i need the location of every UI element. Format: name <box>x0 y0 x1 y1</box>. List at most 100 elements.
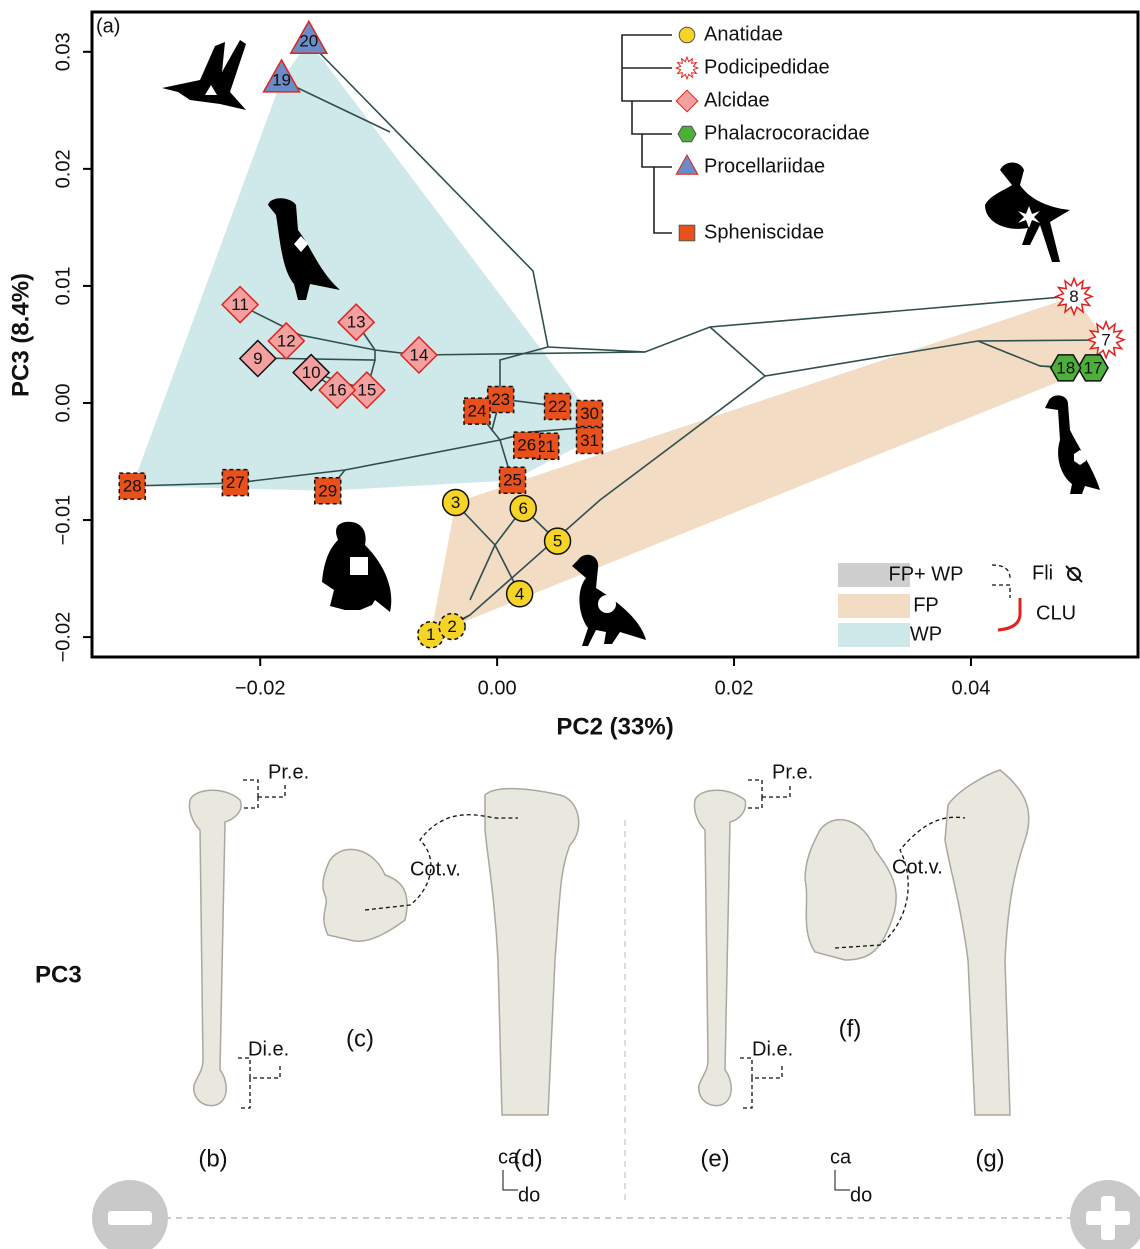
hull-wp <box>132 41 589 491</box>
bone-g <box>945 770 1029 1115</box>
point-label: 20 <box>299 32 318 51</box>
y-tick-label: −0.02 <box>52 612 74 663</box>
orientation-axes <box>835 1170 850 1190</box>
bone-d <box>485 789 579 1115</box>
landmark-label: Di.e. <box>248 1038 289 1060</box>
point-label: 24 <box>468 402 487 421</box>
legend-swatch <box>838 594 910 618</box>
panel-label: (e) <box>700 1145 729 1172</box>
row-label: PC3 <box>35 961 82 988</box>
point-label: 5 <box>553 532 562 551</box>
silhouette-cormorant <box>1045 395 1100 494</box>
point <box>679 225 695 241</box>
point-label: 2 <box>447 617 456 636</box>
panel-label: (g) <box>975 1145 1004 1172</box>
plus-sign <box>1101 1196 1115 1240</box>
minus-sign <box>108 1211 152 1225</box>
bracket <box>748 780 790 808</box>
legend-flightless-label: Fli <box>1032 562 1053 584</box>
legend-flightless-symbol <box>992 565 1010 598</box>
bracket <box>740 1058 782 1108</box>
point-label: 7 <box>1101 330 1110 349</box>
landmark-label: Pr.e. <box>268 761 309 783</box>
point <box>679 27 695 43</box>
bone-f <box>805 820 896 960</box>
point-label: 28 <box>123 477 142 496</box>
legend-label: WP <box>910 623 942 645</box>
orientation-label: do <box>518 1184 540 1206</box>
point-label: 18 <box>1056 358 1075 377</box>
figure: 1234567891011121314151617181920212223242… <box>0 0 1140 1249</box>
legend-label: Phalacrocoracidae <box>704 122 870 144</box>
silhouette-marker <box>598 595 616 613</box>
y-tick-label: 0.03 <box>52 32 74 71</box>
legend-label: Spheniscidae <box>704 221 824 243</box>
panel-label: (b) <box>198 1145 227 1172</box>
point-label: 30 <box>580 404 599 423</box>
legend-label: Podicipedidae <box>704 56 830 78</box>
point-label: 31 <box>580 431 599 450</box>
y-axis-label: PC3 (8.4%) <box>7 273 34 397</box>
legend-clu-label: CLU <box>1036 602 1076 624</box>
legend-clu-symbol <box>998 598 1020 630</box>
family-legend: Anatidae Podicipedidae Alcidae Phalacrocora… <box>676 23 869 243</box>
y-tick-label: 0.01 <box>52 266 74 305</box>
orientation-label: ca <box>498 1146 520 1168</box>
point-label: 16 <box>328 381 347 400</box>
bracket <box>243 780 285 808</box>
x-tick-label: −0.02 <box>235 677 286 699</box>
x-tick-label: 0.00 <box>478 677 517 699</box>
orientation-axes <box>503 1170 518 1190</box>
bones-negative <box>189 780 850 1190</box>
silhouette-petrel <box>162 40 246 110</box>
y-tick-label: 0.00 <box>52 384 74 423</box>
point-label: 22 <box>548 397 567 416</box>
panel-label: (c) <box>346 1025 374 1052</box>
bone-c <box>323 849 407 941</box>
point-label: 27 <box>226 473 245 492</box>
point-label: 4 <box>515 584 524 603</box>
point-label: 13 <box>347 313 366 332</box>
point-label: 26 <box>517 436 536 455</box>
bracket <box>238 1058 280 1108</box>
hull-legend: FP+ WP FP WP <box>838 563 964 647</box>
landmark-label: Cot.v. <box>410 858 461 880</box>
panel-label: (a) <box>96 15 120 37</box>
point <box>678 126 696 142</box>
legend-label: Procellariidae <box>704 155 825 177</box>
x-tick-label: 0.02 <box>715 677 754 699</box>
silhouette-marker <box>350 557 368 575</box>
point-label: 10 <box>302 363 321 382</box>
point-label: 8 <box>1069 287 1078 306</box>
lower-labels: Pr.e. Cot.v. Di.e. (b) (c) (d) ca do Pr.… <box>198 761 1004 1206</box>
point-label: 6 <box>518 499 527 518</box>
point <box>676 155 698 174</box>
orientation-label: ca <box>830 1146 852 1168</box>
point-label: 1 <box>426 625 435 644</box>
flight-off-icon <box>1066 566 1082 582</box>
point-label: 11 <box>231 295 249 314</box>
landmark-label: Cot.v. <box>892 856 943 878</box>
legend-label: FP+ WP <box>888 563 963 585</box>
panel-label: (f) <box>839 1015 862 1042</box>
legend-label: Alcidae <box>704 89 770 111</box>
point-label: 14 <box>409 345 428 364</box>
point-label: 17 <box>1084 358 1103 377</box>
point-label: 12 <box>277 331 296 350</box>
landmark-label: Di.e. <box>752 1038 793 1060</box>
bone-e <box>694 790 745 1105</box>
point-label: 25 <box>503 471 522 490</box>
bones-positive <box>694 770 1028 1115</box>
legend-label: Anatidae <box>704 23 783 45</box>
legend-label: FP <box>913 594 939 616</box>
family-tree <box>622 35 672 233</box>
bone-b <box>189 790 241 1105</box>
point-label: 15 <box>357 381 376 400</box>
point-label: 29 <box>318 481 337 500</box>
point-label: 9 <box>253 349 262 368</box>
x-tick-label: 0.04 <box>952 677 991 699</box>
landmark-label: Pr.e. <box>772 761 813 783</box>
tree-branch <box>654 167 672 233</box>
y-tick-label: 0.02 <box>52 149 74 188</box>
orientation-label: do <box>850 1184 872 1206</box>
